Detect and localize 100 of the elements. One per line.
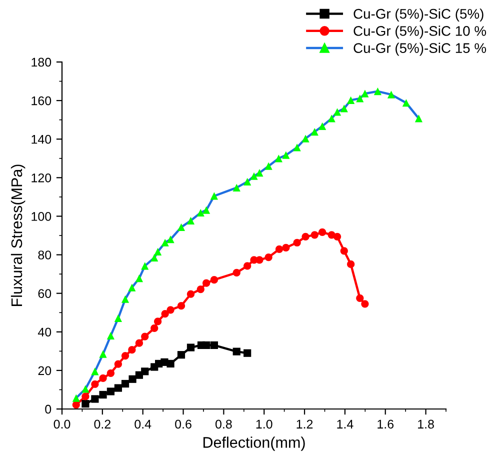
point bbox=[128, 284, 136, 292]
point bbox=[186, 344, 195, 352]
point bbox=[177, 351, 186, 359]
point bbox=[141, 368, 149, 376]
point bbox=[196, 285, 204, 294]
point bbox=[135, 274, 144, 282]
point bbox=[210, 276, 218, 284]
point bbox=[91, 395, 99, 403]
y-tick-label: 60 bbox=[38, 289, 52, 298]
point bbox=[166, 360, 174, 368]
point bbox=[414, 114, 423, 122]
point bbox=[121, 352, 130, 360]
x-axis-title: Deflection(mm) bbox=[203, 436, 305, 451]
point bbox=[150, 254, 158, 262]
point bbox=[340, 104, 348, 112]
point bbox=[274, 154, 282, 162]
point bbox=[82, 400, 90, 408]
point bbox=[202, 279, 210, 287]
point bbox=[114, 384, 122, 392]
x-tick-label: 1.0 bbox=[256, 420, 272, 429]
point bbox=[310, 128, 318, 136]
point bbox=[114, 314, 122, 322]
point bbox=[302, 232, 310, 240]
point bbox=[121, 295, 130, 303]
x-tick-label: 1.6 bbox=[378, 420, 394, 429]
x-tick-label: 0.8 bbox=[215, 420, 232, 429]
point bbox=[141, 262, 149, 270]
point bbox=[72, 400, 80, 409]
point bbox=[275, 245, 284, 253]
y-tick-label: 100 bbox=[32, 212, 52, 221]
point bbox=[302, 134, 310, 142]
legend-label: Cu-Gr (5%)-SiC 10 % bbox=[354, 26, 486, 39]
x-tick-label: 1.4 bbox=[337, 420, 354, 428]
point bbox=[244, 262, 252, 270]
point bbox=[177, 223, 186, 232]
point bbox=[264, 253, 272, 262]
point bbox=[347, 96, 355, 104]
point bbox=[106, 369, 115, 377]
point bbox=[161, 238, 169, 246]
point bbox=[244, 178, 252, 186]
point bbox=[121, 380, 130, 388]
point bbox=[114, 360, 122, 368]
y-tick-label: 120 bbox=[32, 173, 52, 182]
point bbox=[310, 231, 318, 239]
point bbox=[166, 306, 174, 314]
point bbox=[333, 108, 342, 116]
point bbox=[161, 310, 169, 318]
x-tick-label: 0.6 bbox=[175, 420, 192, 429]
point bbox=[232, 184, 240, 192]
legend-label: Cu-Gr (5%)-SiC (5%) bbox=[354, 8, 484, 22]
y-tick-label: 140 bbox=[32, 134, 52, 144]
point bbox=[72, 394, 80, 402]
point bbox=[150, 324, 158, 332]
point bbox=[361, 90, 369, 98]
x-tick-label: 0.2 bbox=[94, 420, 110, 429]
point bbox=[202, 206, 210, 214]
point bbox=[374, 88, 382, 96]
point bbox=[232, 268, 240, 277]
point bbox=[282, 244, 290, 252]
y-tick-label: 20 bbox=[38, 366, 52, 376]
point bbox=[135, 339, 144, 347]
point bbox=[282, 151, 290, 159]
point bbox=[244, 349, 252, 357]
x-tick-label: 0.0 bbox=[54, 420, 70, 429]
point bbox=[318, 228, 326, 236]
point bbox=[293, 144, 301, 152]
point bbox=[256, 256, 264, 264]
point bbox=[186, 216, 195, 224]
point bbox=[177, 302, 186, 310]
point bbox=[210, 341, 218, 349]
point bbox=[99, 390, 107, 399]
point bbox=[293, 238, 301, 246]
point bbox=[340, 247, 348, 255]
y-tick-label: 160 bbox=[32, 96, 52, 106]
point bbox=[154, 318, 162, 326]
point bbox=[91, 368, 99, 376]
point bbox=[186, 290, 195, 298]
x-tick-label: 1.2 bbox=[296, 420, 313, 428]
point bbox=[99, 374, 107, 382]
point bbox=[210, 192, 218, 200]
y-tick-label: 80 bbox=[38, 250, 52, 260]
point bbox=[402, 99, 410, 107]
point bbox=[333, 232, 342, 240]
y-tick-label: 0 bbox=[45, 404, 52, 414]
point bbox=[82, 385, 90, 393]
point bbox=[166, 236, 174, 244]
point bbox=[347, 260, 355, 268]
point bbox=[202, 341, 210, 349]
point bbox=[99, 350, 107, 358]
point bbox=[328, 114, 336, 122]
point bbox=[82, 392, 90, 400]
point bbox=[250, 172, 258, 180]
point bbox=[387, 90, 396, 98]
x-tick-label: 0.4 bbox=[134, 420, 152, 429]
y-axis-title: Fluxural Stress(MPa) bbox=[10, 164, 26, 306]
point bbox=[361, 300, 369, 308]
point bbox=[128, 375, 136, 383]
point bbox=[256, 169, 264, 177]
point bbox=[264, 162, 272, 170]
point bbox=[356, 94, 364, 102]
